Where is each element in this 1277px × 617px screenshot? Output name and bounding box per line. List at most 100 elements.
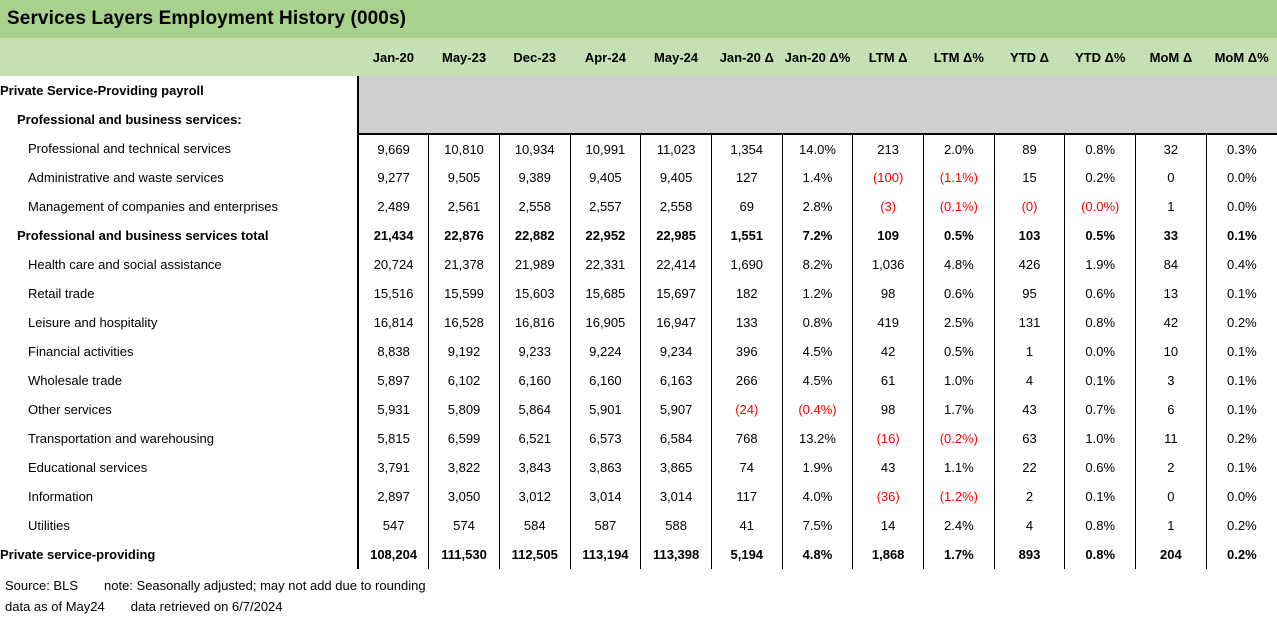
cell-value: 15,516: [357, 279, 429, 308]
cell-value: (0.1%): [923, 192, 995, 221]
cell-value: 0.1%: [1205, 366, 1277, 395]
cell-value: 396: [710, 337, 783, 366]
cell-value: 0.8%: [1064, 134, 1136, 163]
cell-value: 15,697: [640, 279, 712, 308]
cell-value: 3: [1135, 366, 1207, 395]
cell-value: 0.1%: [1205, 453, 1277, 482]
cell-value: 13: [1135, 279, 1207, 308]
cell-value: 15,599: [428, 279, 500, 308]
cell-value: 2: [993, 482, 1065, 511]
data-retrieved-label: data retrieved on 6/7/2024: [130, 599, 283, 614]
cell-value: 117: [710, 482, 783, 511]
cell-value: 5,864: [498, 395, 571, 424]
cell-value: (1.1%): [923, 163, 995, 192]
cell-value: 108,204: [357, 540, 429, 569]
table-row: Wholesale trade 5,897 6,102 6,160 6,160 6,163…: [0, 366, 1277, 395]
row-label: Other services: [28, 402, 112, 417]
cell-value: 8,838: [357, 337, 429, 366]
row-label: Educational services: [28, 460, 148, 475]
cell-value: 1.7%: [923, 540, 995, 569]
cell-value: 9,405: [569, 163, 641, 192]
table-row: Leisure and hospitality 16,814 16,528 16,81…: [0, 308, 1277, 337]
cell-value: 0.1%: [1205, 221, 1277, 250]
cell-value: 0.2%: [1205, 511, 1277, 540]
row-label: Administrative and waste services: [28, 170, 224, 185]
cell-value: 584: [498, 511, 571, 540]
cell-value: 1: [993, 337, 1065, 366]
cell-value: 0.7%: [1064, 395, 1136, 424]
cell-value: 0.2%: [1205, 540, 1277, 569]
cell-value: 6,160: [569, 366, 641, 395]
cell-value: 14.0%: [781, 134, 853, 163]
cell-value: 22,985: [640, 221, 712, 250]
cell-value: 2,558: [498, 192, 571, 221]
cell-value: 112,505: [498, 540, 571, 569]
cell-value: 0.8%: [1064, 540, 1136, 569]
cell-value: 1.7%: [923, 395, 995, 424]
cell-value: 2.5%: [923, 308, 995, 337]
table-row: Financial activities 8,838 9,192 9,233 9,224…: [0, 337, 1277, 366]
cell-value: 4.8%: [923, 250, 995, 279]
row-label: Retail trade: [28, 286, 95, 301]
page-title: Services Layers Employment History (000s…: [0, 0, 1277, 38]
cell-value: 32: [1135, 134, 1207, 163]
cell-value: 5,901: [569, 395, 641, 424]
cell-value: 0.1%: [1064, 366, 1136, 395]
cell-value: 0.0%: [1205, 163, 1277, 192]
cell-value: 0.0%: [1064, 337, 1136, 366]
cell-value: 574: [428, 511, 500, 540]
row-label: Financial activities: [28, 344, 134, 359]
cell-value: 10,934: [498, 134, 571, 163]
cell-value: 6,584: [640, 424, 712, 453]
cell-value: 0.5%: [923, 221, 995, 250]
cell-value: 1.4%: [781, 163, 853, 192]
cell-value: 547: [357, 511, 429, 540]
cell-value: 0.6%: [1064, 453, 1136, 482]
table-row: Private Service-Providing payroll: [0, 76, 1277, 105]
cell-value: 9,389: [498, 163, 571, 192]
row-label: Professional and business services total: [17, 228, 269, 243]
cell-value: 6: [1135, 395, 1207, 424]
cell-value: 3,014: [640, 482, 712, 511]
cell-value: 0: [1135, 482, 1207, 511]
cell-value: 69: [710, 192, 783, 221]
cell-value: (0.2%): [923, 424, 995, 453]
cell-value: 2.0%: [923, 134, 995, 163]
data-asof-label: data as of May24: [5, 599, 105, 614]
cell-value: 6,599: [428, 424, 500, 453]
table-row: Professional and business services total…: [0, 221, 1277, 250]
cell-value: 0.2%: [1205, 308, 1277, 337]
cell-value: 22,331: [569, 250, 641, 279]
cell-value: 2,897: [357, 482, 429, 511]
cell-value: 41: [710, 511, 783, 540]
cell-value: 63: [993, 424, 1065, 453]
cell-value: 3,014: [569, 482, 641, 511]
table-row: Transportation and warehousing 5,815 6,599…: [0, 424, 1277, 453]
cell-value: 0.5%: [923, 337, 995, 366]
cell-value: 266: [710, 366, 783, 395]
cell-value: 98: [852, 279, 924, 308]
cell-value: 6,521: [498, 424, 571, 453]
cell-value: 0.6%: [923, 279, 995, 308]
cell-value: 113,194: [569, 540, 641, 569]
cell-value: 111,530: [428, 540, 500, 569]
table-row: Educational services 3,791 3,822 3,843 3,863…: [0, 453, 1277, 482]
cell-value: 3,050: [428, 482, 500, 511]
cell-value: 15,685: [569, 279, 641, 308]
cell-value: 21,434: [357, 221, 429, 250]
cell-value: 14: [852, 511, 924, 540]
cell-value: 0.2%: [1064, 163, 1136, 192]
column-header: LTM Δ%: [923, 38, 995, 76]
cell-value: 426: [993, 250, 1065, 279]
cell-value: 2,558: [640, 192, 712, 221]
row-label: Private service-providing: [0, 547, 156, 562]
column-header-labels: [0, 38, 358, 76]
column-header: May-24: [640, 38, 712, 76]
cell-value: (100): [852, 163, 924, 192]
cell-value: 4: [993, 511, 1065, 540]
cell-value: 0.5%: [1064, 221, 1136, 250]
table-row: Information 2,897 3,050 3,012 3,014 3,014 117 4…: [0, 482, 1277, 511]
cell-value: 20,724: [357, 250, 429, 279]
cell-value: 11: [1135, 424, 1207, 453]
table-row: Utilities 547 574 584 587 588 41 7.5% 14 2.4% 4 0.8…: [0, 511, 1277, 540]
